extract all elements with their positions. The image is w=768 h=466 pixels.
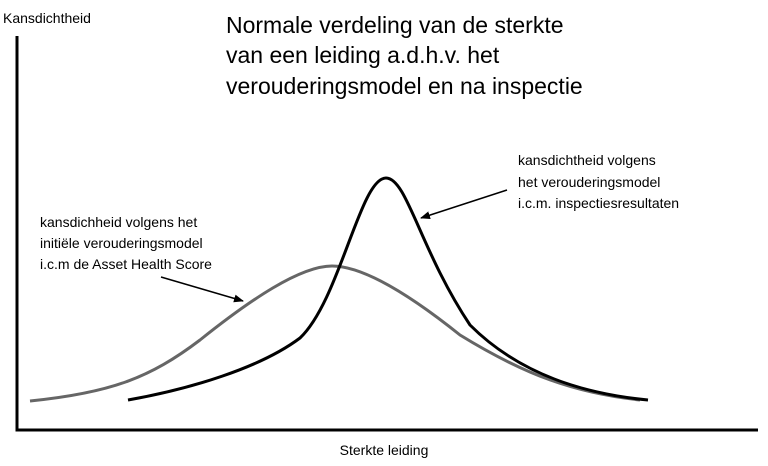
label-inspection-line-1: kansdichtheid volgens <box>518 152 656 168</box>
x-axis-label: Sterkte leiding <box>340 442 429 458</box>
curve-initial-model <box>29 264 641 403</box>
title-line-1: Normale verdeling van de sterkte <box>226 12 564 38</box>
label-initial-model: kansdichheid volgens het initiële veroud… <box>40 214 212 272</box>
y-axis-label: Kansdichtheid <box>3 10 91 26</box>
arrow-inspection-model <box>420 189 508 220</box>
title-line-2: van een leiding a.d.h.v. het <box>226 42 500 68</box>
label-initial-line-2: initiële verouderingsmodel <box>40 235 203 251</box>
label-initial-line-1: kansdichheid volgens het <box>40 214 197 230</box>
label-initial-line-3: i.c.m de Asset Health Score <box>40 256 212 272</box>
curve-inspection-model <box>127 176 649 402</box>
arrow-initial-model <box>160 276 244 303</box>
title-line-3: verouderingsmodel en na inspectie <box>226 73 583 99</box>
label-inspection-line-2: het verouderingsmodel <box>518 174 660 190</box>
label-inspection-line-3: i.c.m. inspectiesresultaten <box>518 195 679 211</box>
label-inspection-model: kansdichtheid volgens het verouderingsmo… <box>518 152 679 211</box>
diagram-title: Normale verdeling van de sterkte van een… <box>226 12 583 99</box>
